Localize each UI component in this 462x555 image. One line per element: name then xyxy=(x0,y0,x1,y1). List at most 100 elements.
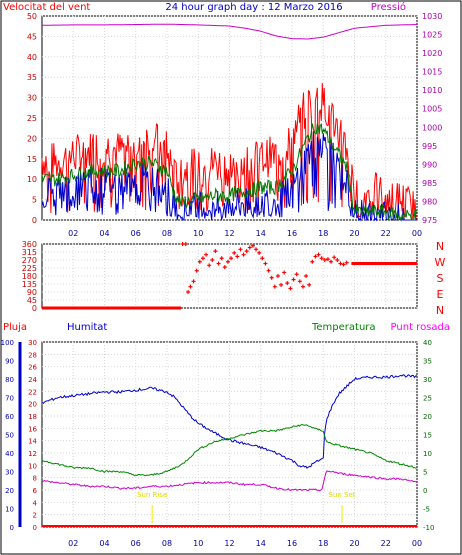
temperature-tick-label: -10 xyxy=(423,524,434,532)
rain-tick-label: 4 xyxy=(33,499,38,507)
temperature-tick-label: 10 xyxy=(423,450,432,458)
y-tick-label-pressure: 1000 xyxy=(422,123,442,132)
direction-point xyxy=(260,256,265,261)
humidity-axis-title: Humitat xyxy=(67,322,107,333)
rain-tick-label: 2 xyxy=(33,512,37,520)
direction-point xyxy=(344,260,349,265)
y-tick-label-wind: 30 xyxy=(27,94,37,103)
temperature-tick-label: 40 xyxy=(423,339,432,347)
temperature-tick-label: 35 xyxy=(423,358,432,366)
direction-point xyxy=(213,249,218,254)
direction-tick-label: 315 xyxy=(22,248,37,257)
x-tick-label: 20 xyxy=(349,539,359,548)
direction-point xyxy=(204,252,209,257)
x-tick-label: 00 xyxy=(412,229,422,238)
direction-point xyxy=(275,274,280,278)
humidity-tick-label: 100 xyxy=(1,339,14,347)
direction-point xyxy=(266,268,271,273)
x-tick-label: 00 xyxy=(412,539,422,548)
rain-tick-label: 30 xyxy=(28,339,37,347)
x-tick-label: 10 xyxy=(193,229,203,238)
y-tick-label-pressure: 1005 xyxy=(422,105,442,114)
direction-letter: N xyxy=(436,240,444,253)
rain-tick-label: 22 xyxy=(28,388,37,396)
temperature-tick-label: -5 xyxy=(423,506,430,514)
direction-point xyxy=(294,272,299,277)
y-tick-label-wind: 10 xyxy=(27,175,37,184)
x-tick-label: 06 xyxy=(131,229,141,238)
dewpoint-axis-title: Punt rosada xyxy=(391,322,450,333)
wind-series-line xyxy=(41,123,418,222)
humidity-tick-label: 80 xyxy=(5,376,14,384)
rain-tick-label: 0 xyxy=(33,524,37,532)
direction-point xyxy=(257,250,262,255)
x-tick-label: 22 xyxy=(381,539,391,548)
rain-tick-label: 20 xyxy=(28,401,37,409)
pressure-axis-title: Pressió xyxy=(371,1,406,13)
rain-tick-label: 18 xyxy=(28,413,37,421)
direction-point xyxy=(282,270,287,275)
direction-point xyxy=(307,282,312,287)
humidity-tick-label: 70 xyxy=(5,395,14,403)
rain-tick-label: 24 xyxy=(28,376,37,384)
direction-point xyxy=(325,257,330,262)
y-tick-label-wind: 0 xyxy=(32,216,37,225)
y-tick-label-pressure: 975 xyxy=(422,216,437,225)
sun-rise-label: Sun Rise xyxy=(137,491,167,499)
direction-point xyxy=(332,255,337,260)
rain-tick-label: 6 xyxy=(33,487,38,495)
direction-point xyxy=(313,254,318,259)
y-tick-label-pressure: 995 xyxy=(422,142,437,151)
x-tick-label: 10 xyxy=(193,539,203,548)
temperature-tick-label: 30 xyxy=(423,376,432,384)
temperature-tick-label: 15 xyxy=(423,432,432,440)
temperature-tick-label: 5 xyxy=(423,469,427,477)
y-tick-label-wind: 40 xyxy=(27,53,37,62)
x-tick-label: 02 xyxy=(68,539,78,548)
direction-point xyxy=(207,263,212,268)
temperature-tick-label: 25 xyxy=(423,395,432,403)
temperature-tick-label: 0 xyxy=(423,487,427,495)
direction-tick-label: 180 xyxy=(22,272,37,281)
x-tick-label: 06 xyxy=(131,539,141,548)
direction-point xyxy=(244,249,249,254)
x-tick-label: 08 xyxy=(162,539,172,548)
direction-point xyxy=(316,252,321,257)
humidity-tick-label: 40 xyxy=(5,450,14,458)
temperature-line xyxy=(41,423,418,477)
y-tick-label-pressure: 990 xyxy=(422,160,437,169)
y-tick-label-pressure: 1030 xyxy=(422,12,442,21)
humidity-tick-label: 30 xyxy=(5,469,14,477)
x-tick-label: 22 xyxy=(381,229,391,238)
direction-point xyxy=(341,262,346,267)
y-tick-label-wind: 50 xyxy=(27,12,37,21)
direction-point xyxy=(222,265,227,270)
humidity-tick-label: 0 xyxy=(10,524,14,532)
direction-point xyxy=(297,279,302,284)
direction-point xyxy=(288,286,293,291)
x-tick-label: 14 xyxy=(256,539,266,548)
direction-tick-label: 90 xyxy=(27,288,37,297)
rain-tick-label: 12 xyxy=(28,450,37,458)
direction-point xyxy=(319,256,324,261)
dewpoint-line xyxy=(41,470,418,492)
humidity-tick-label: 90 xyxy=(5,358,14,366)
humidity-tick-label: 50 xyxy=(5,432,14,440)
direction-point xyxy=(210,258,215,262)
direction-point xyxy=(338,261,343,266)
x-tick-label: 16 xyxy=(287,229,297,238)
y-tick-label-wind: 5 xyxy=(32,196,37,205)
direction-point xyxy=(272,284,277,289)
direction-point xyxy=(238,247,243,252)
direction-point xyxy=(216,261,221,266)
direction-point xyxy=(300,284,305,289)
rain-tick-label: 8 xyxy=(33,475,37,483)
y-tick-label-wind: 20 xyxy=(27,134,37,143)
direction-point xyxy=(250,243,255,248)
y-tick-label-pressure: 985 xyxy=(422,179,437,188)
y-tick-label-pressure: 1010 xyxy=(422,86,442,95)
direction-point xyxy=(291,277,296,282)
direction-point xyxy=(285,281,290,286)
graph-title: 24 hour graph day : 12 Marzo 2016 xyxy=(165,2,342,13)
